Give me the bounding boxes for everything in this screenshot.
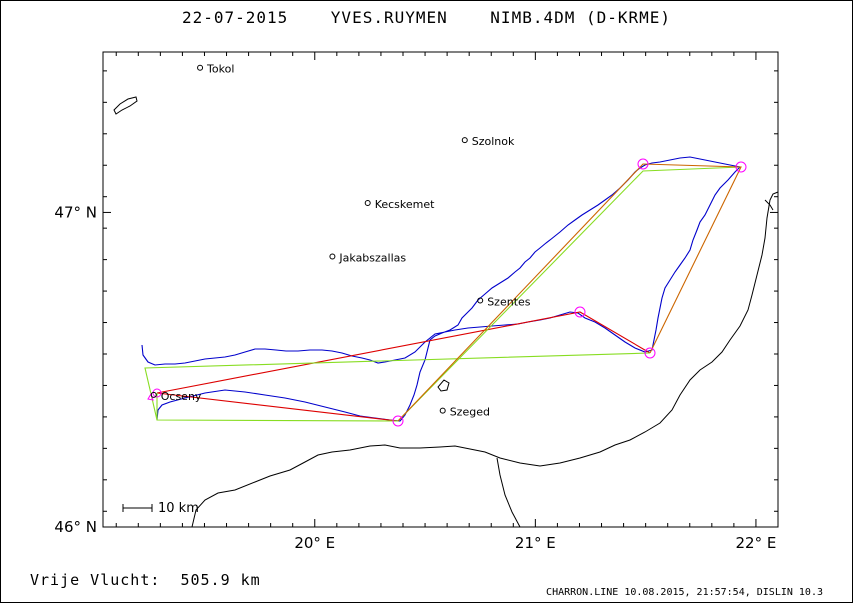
city-szeged: Szeged xyxy=(439,406,490,419)
city-szentes: Szentes xyxy=(477,296,531,309)
city-label: Jakabszallas xyxy=(338,251,406,264)
free-flight-summary: Vrije Vlucht: 505.9 km xyxy=(30,571,261,589)
turnpoint-marker xyxy=(392,415,404,427)
city-label: Szolnok xyxy=(472,135,515,148)
city-label: Ocseny xyxy=(161,390,202,403)
turnpoint-marker xyxy=(574,306,586,318)
axis-labels: 47° N 46° N 20° E 21° E 22° E xyxy=(54,203,776,552)
free-flight-distance: 505.9 km xyxy=(180,571,261,589)
axis-ticks xyxy=(103,52,778,528)
title-date: 22-07-2015 xyxy=(181,8,289,27)
city-marker-icon xyxy=(329,253,336,260)
turnpoints xyxy=(147,158,747,427)
title-pilot: YVES.RUYMEN xyxy=(330,8,448,27)
free-flight-label: Vrije Vlucht: xyxy=(30,571,161,589)
city-szolnok: Szolnok xyxy=(461,135,515,148)
scale-bar-label: 10 km xyxy=(158,501,199,516)
credits: CHARRON.LINE 10.08.2015, 21:57:54, DISLI… xyxy=(546,587,823,598)
title-glider: NIMB.4DM (D-KRME) xyxy=(490,8,672,27)
turnpoint-marker xyxy=(637,158,649,170)
green-route xyxy=(144,166,742,422)
map-title: 22-07-2015 YVES.RUYMEN NIMB.4DM (D-KRME) xyxy=(0,8,853,27)
city-marker-icon xyxy=(439,407,446,414)
city-markers: Tokol Szolnok Kecskemet Jakabszallas Szentes… xyxy=(150,63,531,419)
scale-bar xyxy=(122,504,153,512)
city-ocseny: Ocseny xyxy=(150,390,202,403)
longitude-label: 22° E xyxy=(736,534,777,552)
city-label: Szeged xyxy=(450,406,490,419)
turnpoint-marker xyxy=(644,347,656,359)
city-marker-icon xyxy=(197,64,204,71)
city-marker-icon xyxy=(150,391,157,398)
city-marker-icon xyxy=(364,199,371,206)
city-label: Szentes xyxy=(487,296,531,309)
flight-track xyxy=(141,156,742,422)
city-kecskemet: Kecskemet xyxy=(364,198,435,211)
city-label: Tokol xyxy=(206,63,234,76)
city-label: Kecskemet xyxy=(375,198,435,211)
orange-route xyxy=(397,163,742,422)
city-marker-icon xyxy=(477,297,484,304)
longitude-label: 20° E xyxy=(294,534,335,552)
city-marker-icon xyxy=(461,137,468,144)
turnpoint-marker xyxy=(152,388,162,398)
red-route xyxy=(156,311,651,422)
latitude-label: 46° N xyxy=(54,518,97,536)
city-jakabszallas: Jakabszallas xyxy=(329,251,406,264)
country-border xyxy=(113,96,779,528)
map-frame xyxy=(102,51,779,528)
longitude-label: 21° E xyxy=(515,534,556,552)
latitude-label: 47° N xyxy=(54,203,97,221)
turnpoint-marker xyxy=(735,161,747,173)
city-tokol: Tokol xyxy=(197,63,234,76)
